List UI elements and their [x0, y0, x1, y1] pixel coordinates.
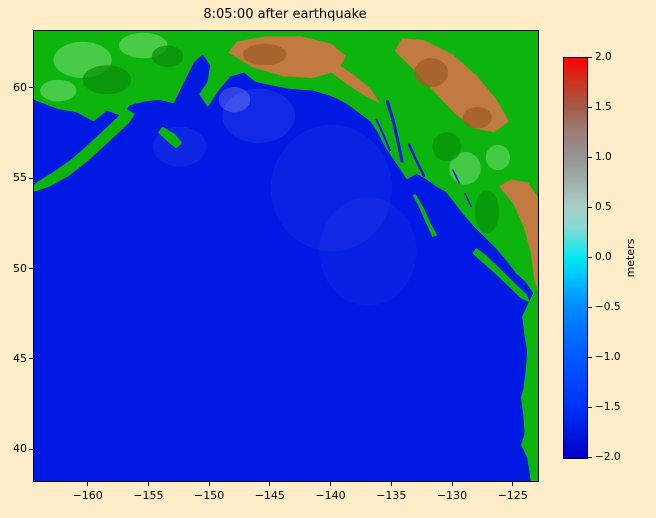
x-tick-mark [87, 482, 89, 486]
colorbar-tick-mark [588, 106, 592, 108]
channel-chatham-strait [375, 118, 391, 152]
colorbar-tick-label: −2.0 [595, 450, 621, 463]
colorbar-tick-mark [588, 206, 592, 208]
channel-clarence-strait [408, 143, 426, 177]
colorbar-tick-label: −1.5 [595, 400, 621, 413]
x-tick-label: −155 [133, 489, 164, 502]
y-tick-label: 55 [13, 171, 27, 185]
y-tick-mark [29, 448, 33, 450]
x-tick-label: −160 [72, 489, 103, 502]
x-tick-label: −150 [193, 489, 225, 502]
x-tick-label: −145 [254, 489, 285, 502]
channel-douglas [464, 192, 472, 208]
x-tick-mark [147, 482, 149, 486]
wave-patch-5 [319, 197, 416, 305]
wave-patch-2 [222, 88, 296, 143]
map-image [34, 31, 538, 481]
colorbar-tick-label: 1.0 [595, 150, 612, 163]
alaska-peninsula [34, 108, 135, 192]
x-tick-mark [269, 482, 271, 486]
x-tick-mark [451, 482, 453, 486]
colorbar-tick-label: −1.0 [595, 350, 621, 363]
channel-portland-canal [452, 169, 460, 184]
forest-texture-2 [151, 45, 184, 68]
colorbar-tick-mark [588, 306, 592, 308]
colorbar-tick-mark [588, 56, 592, 58]
x-tick-label: −135 [376, 489, 407, 502]
highland-bc-interior [499, 179, 538, 292]
y-tick-label: 45 [13, 351, 27, 365]
x-tick-mark [208, 482, 210, 486]
forest-texture-4 [474, 190, 500, 234]
x-tick-label: −140 [315, 489, 346, 502]
y-tick-mark [29, 358, 33, 360]
haida-gwaii [412, 193, 438, 237]
wave-patch-4 [270, 124, 393, 252]
colorbar-tick-mark [588, 256, 592, 258]
x-tick-mark [390, 482, 392, 486]
colorbar-tick-mark [588, 406, 592, 408]
colorbar-tick-label: 1.5 [595, 100, 612, 113]
colorbar-tick-mark [588, 156, 592, 158]
x-tick-mark [330, 482, 331, 486]
colorbar-tick-mark [588, 356, 592, 358]
y-tick-label: 50 [13, 261, 27, 275]
lowland-texture-5 [485, 144, 510, 171]
colorbar-tick-label: 0.0 [595, 250, 612, 263]
mainland [34, 31, 538, 481]
map-plot-area [33, 30, 539, 482]
y-tick-label: 60 [13, 80, 27, 94]
lowland-texture-4 [449, 152, 481, 185]
colorbar-tick-label: 0.5 [595, 200, 612, 213]
colorbar-tick-label: 2.0 [595, 50, 612, 63]
highland-st-elias [329, 63, 381, 104]
channel-lynn-canal [385, 100, 404, 163]
plot-title: 8:05:00 after earthquake [203, 7, 367, 22]
lowland-texture-3 [40, 79, 77, 102]
y-tick-label: 40 [13, 442, 27, 456]
colorbar-tick-label: −0.5 [595, 300, 621, 313]
x-tick-mark [512, 482, 514, 486]
colorbar [563, 57, 588, 459]
forest-texture-1 [82, 65, 132, 95]
ridge-texture-3 [462, 106, 492, 129]
y-tick-mark [29, 177, 33, 179]
forest-texture-3 [432, 132, 462, 162]
ridge-texture-1 [242, 43, 287, 66]
y-tick-mark [29, 87, 33, 89]
colorbar-tick-mark [588, 456, 592, 458]
wave-patch-1 [218, 87, 251, 113]
vancouver-island [472, 247, 530, 303]
y-tick-mark [29, 268, 33, 270]
ridge-texture-2 [414, 58, 449, 88]
x-tick-label: −130 [436, 489, 468, 502]
x-tick-label: −125 [497, 489, 528, 502]
colorbar-label: meters [624, 238, 637, 278]
kodiak-island [157, 126, 183, 149]
